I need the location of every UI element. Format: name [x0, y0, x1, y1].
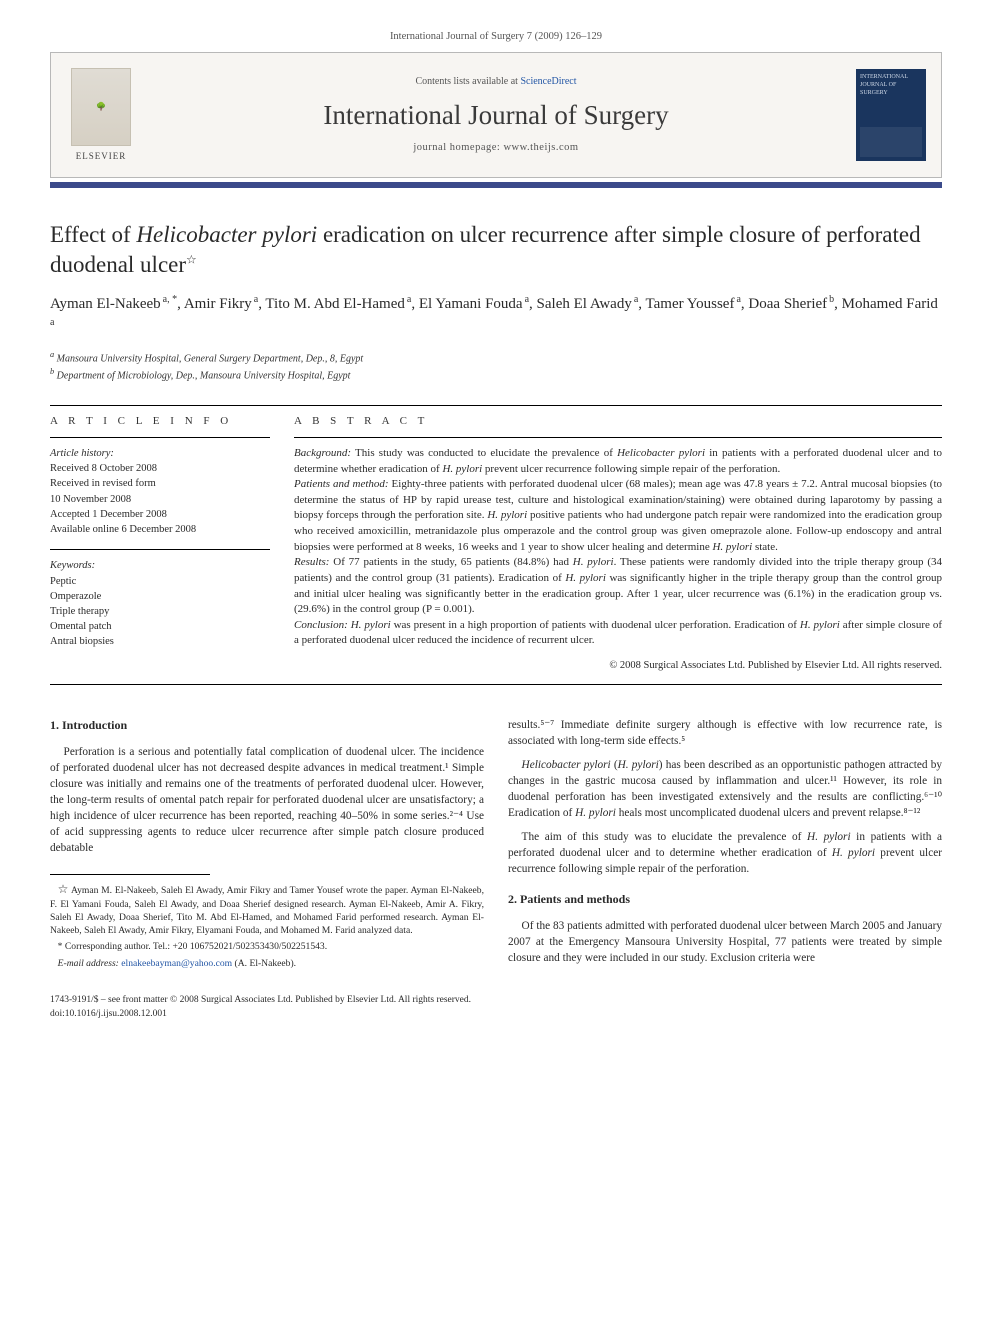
history-line: Available online 6 December 2008	[50, 522, 270, 537]
abs-conclusion-text: H. pylori was present in a high proporti…	[294, 619, 942, 647]
abs-background-text: This study was conducted to elucidate th…	[294, 447, 942, 475]
article-title: Effect of Helicobacter pylori eradicatio…	[50, 220, 942, 279]
history-label: Article history:	[50, 446, 270, 461]
running-head: International Journal of Surgery 7 (2009…	[50, 30, 942, 44]
affiliation: b Department of Microbiology, Dep., Mans…	[50, 366, 942, 383]
history-line: Received in revised form	[50, 476, 270, 491]
abstract-copyright: © 2008 Surgical Associates Ltd. Publishe…	[294, 659, 942, 674]
corresponding-author-footnote: * Corresponding author. Tel.: +20 106752…	[50, 940, 484, 953]
corresponding-email-link[interactable]: elnakeebayman@yahoo.com	[121, 958, 232, 969]
contents-prefix: Contents lists available at	[415, 76, 520, 87]
abs-background-label: Background:	[294, 447, 351, 459]
article-body: 1. Introduction Perforation is a serious…	[50, 717, 942, 974]
front-matter-line1: 1743-9191/$ – see front matter © 2008 Su…	[50, 994, 942, 1007]
abs-results-label: Results:	[294, 556, 329, 568]
front-matter-footer: 1743-9191/$ – see front matter © 2008 Su…	[50, 994, 942, 1021]
cover-line2: JOURNAL OF SURGERY	[860, 82, 896, 96]
author-list: Ayman El-Nakeeb a, *, Amir Fikry a, Tito…	[50, 293, 942, 339]
email-footnote: E-mail address: elnakeebayman@yahoo.com …	[50, 957, 484, 970]
author: Tito M. Abd El-Hamed a	[265, 296, 411, 312]
masthead-colorbar	[50, 182, 942, 188]
intro-para-2b: Helicobacter pylori (H. pylori) has been…	[508, 757, 942, 821]
journal-homepage-line: journal homepage: www.theijs.com	[413, 141, 578, 155]
article-info-column: A R T I C L E I N F O Article history: R…	[50, 414, 270, 674]
email-label: E-mail address:	[58, 958, 122, 969]
abs-methods-text: Eighty-three patients with perforated du…	[294, 478, 942, 552]
article-info-heading: A R T I C L E I N F O	[50, 414, 270, 429]
elsevier-tree-icon: 🌳	[71, 68, 131, 146]
footnotes-block: ☆ Ayman M. El-Nakeeb, Saleh El Awady, Am…	[50, 881, 484, 970]
affiliations: a Mansoura University Hospital, General …	[50, 349, 942, 384]
author: Amir Fikry a	[184, 296, 258, 312]
doi-line: doi:10.1016/j.ijsu.2008.12.001	[50, 1008, 942, 1021]
title-pre: Effect of	[50, 222, 136, 247]
section-2-heading: 2. Patients and methods	[508, 891, 942, 908]
article-history: Article history: Received 8 October 2008…	[50, 446, 270, 537]
author: El Yamani Fouda a	[419, 296, 529, 312]
rule-info	[50, 437, 270, 438]
keywords-label: Keywords:	[50, 558, 270, 573]
contribution-text: Ayman M. El-Nakeeb, Saleh El Awady, Amir…	[50, 885, 484, 936]
author: Doaa Sherief b	[748, 296, 834, 312]
journal-cover-block: INTERNATIONAL JOURNAL OF SURGERY	[841, 53, 941, 177]
footnote-rule	[50, 874, 210, 875]
history-line: 10 November 2008	[50, 492, 270, 507]
rule-below-abstract	[50, 684, 942, 685]
corr-label: * Corresponding author. Tel.:	[58, 941, 173, 952]
title-footnote-mark: ☆	[186, 252, 197, 266]
email-suffix: (A. El-Nakeeb).	[232, 958, 296, 969]
section-1-heading: 1. Introduction	[50, 717, 484, 734]
keyword: Triple therapy	[50, 604, 270, 619]
keyword: Antral biopsies	[50, 634, 270, 649]
contribution-footnote: ☆ Ayman M. El-Nakeeb, Saleh El Awady, Am…	[50, 881, 484, 937]
affiliation: a Mansoura University Hospital, General …	[50, 349, 942, 366]
sciencedirect-link[interactable]: ScienceDirect	[520, 76, 576, 87]
corr-tel: +20 106752021/502353430/502251543.	[172, 941, 327, 952]
keywords-block: Keywords: PepticOmperazoleTriple therapy…	[50, 558, 270, 649]
cover-line1: INTERNATIONAL	[860, 74, 908, 80]
abs-results-text: Of 77 patients in the study, 65 patients…	[294, 556, 942, 615]
rule-abstract	[294, 437, 942, 438]
homepage-prefix: journal homepage:	[413, 142, 503, 153]
intro-para-2a: results.⁵⁻⁷ Immediate definite surgery a…	[508, 717, 942, 749]
history-line: Received 8 October 2008	[50, 461, 270, 476]
author: Saleh El Awady a	[537, 296, 639, 312]
journal-masthead: 🌳 ELSEVIER Contents lists available at S…	[50, 52, 942, 178]
author: Tamer Youssef a	[646, 296, 741, 312]
abstract-heading: A B S T R A C T	[294, 414, 942, 429]
methods-para-1: Of the 83 patients admitted with perfora…	[508, 918, 942, 966]
title-italic-term: Helicobacter pylori	[136, 222, 317, 247]
rule-above-info	[50, 405, 942, 406]
keyword: Omental patch	[50, 619, 270, 634]
publisher-name: ELSEVIER	[76, 150, 127, 162]
homepage-url[interactable]: www.theijs.com	[503, 142, 578, 153]
abs-conclusion-label: Conclusion:	[294, 619, 348, 631]
abstract-body: Background: This study was conducted to …	[294, 446, 942, 674]
keyword: Omperazole	[50, 589, 270, 604]
contents-available-line: Contents lists available at ScienceDirec…	[415, 75, 576, 89]
history-line: Accepted 1 December 2008	[50, 507, 270, 522]
journal-cover-thumb: INTERNATIONAL JOURNAL OF SURGERY	[856, 69, 926, 161]
keyword: Peptic	[50, 574, 270, 589]
publisher-logo-block: 🌳 ELSEVIER	[51, 53, 151, 177]
intro-para-1: Perforation is a serious and potentially…	[50, 744, 484, 856]
masthead-center: Contents lists available at ScienceDirec…	[151, 53, 841, 177]
rule-keywords	[50, 549, 270, 550]
intro-para-2c: The aim of this study was to elucidate t…	[508, 829, 942, 877]
abstract-column: A B S T R A C T Background: This study w…	[294, 414, 942, 674]
author: Ayman El-Nakeeb a, *	[50, 296, 177, 312]
abs-methods-label: Patients and method:	[294, 478, 389, 490]
journal-title: International Journal of Surgery	[323, 97, 668, 133]
